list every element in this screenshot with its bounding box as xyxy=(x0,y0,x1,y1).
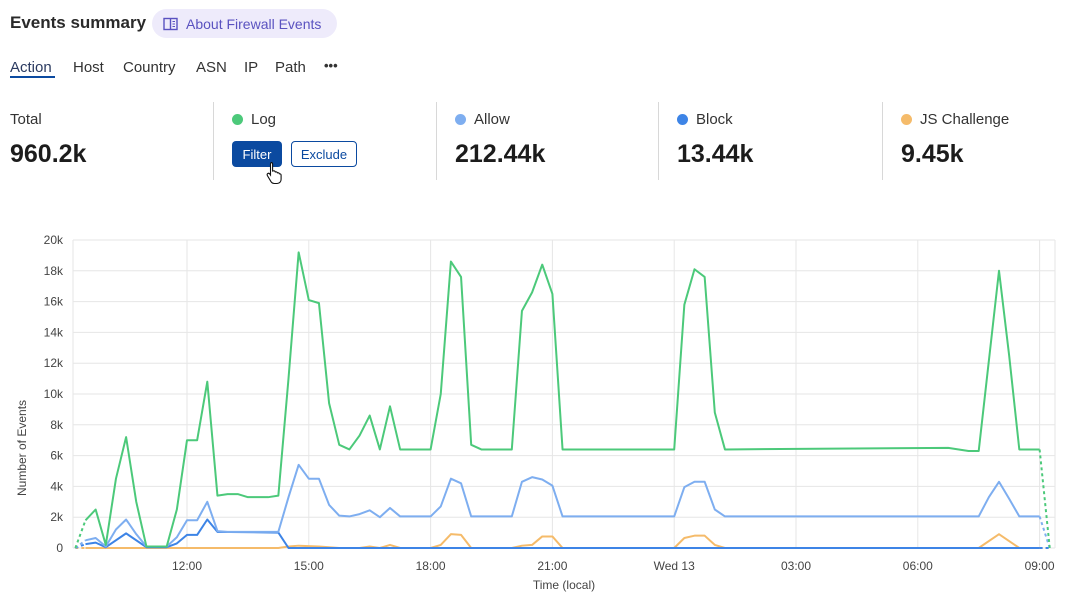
x-tick-label: 21:00 xyxy=(537,559,567,573)
y-tick-label: 12k xyxy=(44,356,64,370)
block-series-line xyxy=(85,518,1040,549)
tab-country[interactable]: Country xyxy=(123,59,176,76)
x-axis-ticks: 12:00 15:00 18:00 21:00 Wed 13 03:00 06:00 09:0… xyxy=(172,559,1055,573)
y-tick-label: 8k xyxy=(50,418,64,432)
hand-pointer-cursor-icon xyxy=(266,161,284,190)
allow-series-end-dashed xyxy=(1038,516,1051,549)
x-tick-label: 18:00 xyxy=(416,559,446,573)
allow-legend-dot xyxy=(455,114,466,125)
book-icon xyxy=(163,17,178,31)
js-challenge-label-text: JS Challenge xyxy=(920,111,1010,128)
log-series-end-dashed xyxy=(1038,449,1051,549)
y-axis-label: Number of Events xyxy=(15,400,29,496)
y-tick-label: 0 xyxy=(56,541,63,555)
chart-grid xyxy=(72,239,1056,549)
total-label: Total xyxy=(10,111,42,128)
y-tick-label: 14k xyxy=(44,325,64,339)
x-tick-label: Wed 13 xyxy=(654,559,695,573)
log-series-start-dashed xyxy=(74,519,87,549)
page-title: Events summary xyxy=(10,13,147,32)
active-tab-indicator xyxy=(10,76,55,78)
about-link-label: About Firewall Events xyxy=(186,15,322,32)
tab-host[interactable]: Host xyxy=(73,59,104,76)
x-tick-label: 15:00 xyxy=(294,559,324,573)
log-label: Log xyxy=(232,111,276,128)
x-tick-label: 03:00 xyxy=(781,559,811,573)
block-legend-dot xyxy=(677,114,688,125)
x-axis-label: Time (local) xyxy=(533,578,595,592)
log-label-text: Log xyxy=(251,111,277,128)
y-tick-label: 18k xyxy=(44,264,64,278)
y-tick-label: 10k xyxy=(44,387,64,401)
total-label-text: Total xyxy=(10,111,42,128)
js-challenge-value: 9.45k xyxy=(901,140,964,168)
total-value: 960.2k xyxy=(10,140,87,168)
y-tick-label: 16k xyxy=(44,295,64,309)
log-legend-dot xyxy=(232,114,243,125)
js-challenge-legend-dot xyxy=(901,114,912,125)
x-tick-label: 09:00 xyxy=(1025,559,1055,573)
y-tick-label: 20k xyxy=(44,233,64,247)
allow-value: 212.44k xyxy=(455,140,546,168)
events-line-chart: 0 2k 4k 6k 8k 10k 12k 14k 16k 18k 20k 12:00 15:00 18… xyxy=(15,233,1056,592)
log-series-line xyxy=(84,251,1040,548)
allow-series-start-dashed xyxy=(74,539,87,549)
y-tick-label: 2k xyxy=(50,510,64,524)
x-tick-label: 12:00 xyxy=(172,559,202,573)
stat-divider xyxy=(658,102,659,180)
stat-divider xyxy=(436,102,437,180)
tab-ip[interactable]: IP xyxy=(244,59,259,76)
allow-label-text: Allow xyxy=(474,111,510,128)
js-challenge-label: JS Challenge xyxy=(901,111,1009,128)
stat-divider xyxy=(882,102,883,180)
about-firewall-events-link[interactable]: About Firewall Events xyxy=(152,9,337,38)
tab-path[interactable]: Path xyxy=(275,59,306,76)
more-tabs-button[interactable]: ••• xyxy=(324,58,338,73)
tab-action[interactable]: Action xyxy=(10,59,52,76)
js-challenge-series-line xyxy=(85,533,1040,549)
allow-label: Allow xyxy=(455,111,510,128)
stat-divider xyxy=(213,102,214,180)
exclude-button[interactable]: Exclude xyxy=(291,141,357,167)
x-tick-label: 06:00 xyxy=(903,559,933,573)
chart-series xyxy=(74,251,1051,549)
block-label-text: Block xyxy=(696,111,733,128)
allow-series-line xyxy=(85,463,1040,548)
tab-asn[interactable]: ASN xyxy=(196,59,227,76)
block-label: Block xyxy=(677,111,733,128)
y-axis-ticks: 0 2k 4k 6k 8k 10k 12k 14k 16k 18k 20k xyxy=(44,233,64,555)
block-value: 13.44k xyxy=(677,140,754,168)
y-tick-label: 4k xyxy=(50,479,64,493)
y-tick-label: 6k xyxy=(50,449,64,463)
filter-button[interactable]: Filter xyxy=(232,141,282,167)
